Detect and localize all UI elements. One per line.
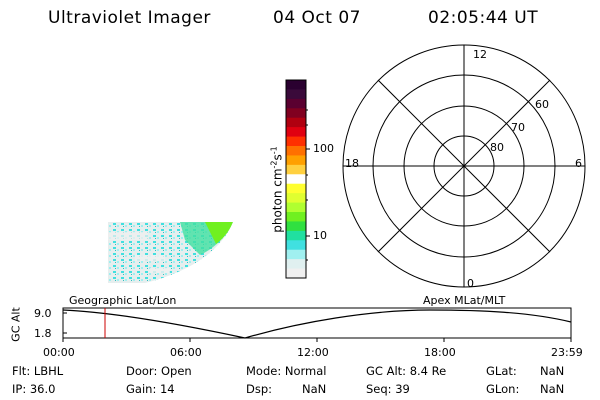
colorbar-band <box>286 117 306 128</box>
colorbar-band <box>286 155 306 166</box>
colorbar-band <box>286 268 306 279</box>
track-y-bottom: 1.8 <box>34 327 52 340</box>
polar-ring-80: 80 <box>490 141 504 154</box>
glon-label: GLon: <box>486 382 520 396</box>
glat-value: NaN <box>540 364 565 378</box>
polar-label-6: 6 <box>575 157 582 170</box>
track-left-label: Geographic Lat/Lon <box>69 294 177 307</box>
ip-value: IP: 36.0 <box>12 382 56 396</box>
x-tick-0: 00:00 <box>43 346 75 359</box>
polar-label-12: 12 <box>473 48 487 61</box>
colorbar-band <box>286 249 306 260</box>
colorbar-band <box>286 212 306 222</box>
colorbar-band <box>286 127 306 138</box>
polar-ring-60: 60 <box>535 98 549 111</box>
polar-label-0: 0 <box>467 277 474 290</box>
instrument-title: Ultraviolet Imager <box>48 8 211 28</box>
colorbar-band <box>286 221 306 232</box>
colorbar-band <box>286 164 306 175</box>
polar-ring-70: 70 <box>511 121 525 134</box>
colorbar-band <box>286 240 306 251</box>
colorbar-band <box>286 146 306 156</box>
gain-value: Gain: 14 <box>126 382 175 396</box>
date-label: 04 Oct 07 <box>273 8 361 28</box>
gc-alt-value: GC Alt: 8.4 Re <box>366 364 447 378</box>
colorbar-band <box>286 259 306 270</box>
colorbar-band <box>286 202 306 213</box>
colorbar-band <box>286 136 306 147</box>
seq-value: Seq: 39 <box>366 382 410 396</box>
glat-label: GLat: <box>486 364 517 378</box>
time-label: 02:05:44 UT <box>428 8 539 28</box>
colorbar-band <box>286 80 306 90</box>
colorbar-band <box>286 183 306 194</box>
x-tick-3: 18:00 <box>424 346 456 359</box>
filter-value: Flt: LBHL <box>12 364 64 378</box>
door-status: Door: Open <box>126 364 192 378</box>
colorbar-band <box>286 89 306 100</box>
colorbar-band <box>286 98 306 109</box>
colorbar-tick-100: 100 <box>313 142 334 155</box>
dsp-value: NaN <box>302 382 327 396</box>
colorbar-band <box>286 174 306 185</box>
x-tick-2: 12:00 <box>297 346 329 359</box>
colorbar-tick-10: 10 <box>313 229 327 242</box>
colorbar-band <box>286 230 306 241</box>
altitude-curve <box>62 309 572 339</box>
x-tick-4: 23:59 <box>551 346 583 359</box>
x-tick-1: 06:00 <box>170 346 202 359</box>
colorbar-band <box>286 108 306 119</box>
track-right-label: Apex MLat/MLT <box>423 294 506 307</box>
glon-value: NaN <box>540 382 565 396</box>
polar-label-18: 18 <box>345 157 359 170</box>
colorbar-band <box>286 193 306 204</box>
mode-value: Mode: Normal <box>246 364 327 378</box>
dsp-label: Dsp: <box>246 382 273 396</box>
track-y-top: 9.0 <box>34 307 52 320</box>
